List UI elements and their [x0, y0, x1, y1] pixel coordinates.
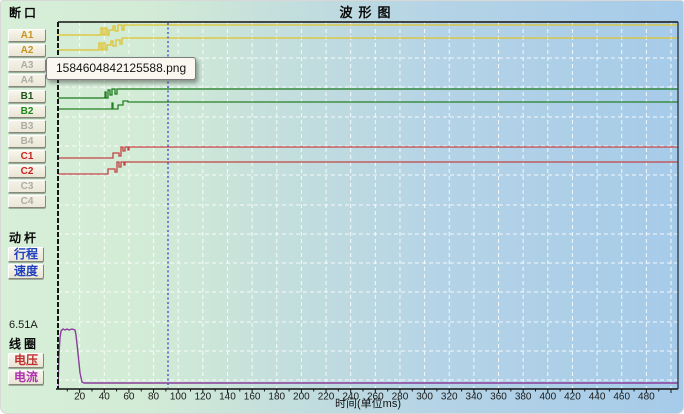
trace-C2 [58, 161, 678, 175]
channel-button-C3[interactable]: C3 [8, 180, 46, 193]
trace-A1 [58, 24, 678, 36]
coil-peak-current-value: 6.51A [9, 319, 38, 331]
tick-label-420: 420 [564, 392, 581, 403]
waveform-traces [58, 24, 678, 389]
tick-label-260: 260 [367, 392, 384, 403]
x-axis-label: 时间(单位ms) [335, 398, 401, 410]
tick-label-380: 380 [515, 392, 532, 403]
tick-label-20: 20 [74, 392, 86, 403]
tick-label-340: 340 [466, 392, 483, 403]
channel-button-B3[interactable]: B3 [8, 120, 46, 133]
tick-label-180: 180 [268, 392, 285, 403]
channel-button-A1[interactable]: A1 [8, 29, 46, 42]
coil-button-current[interactable]: 电流 [8, 370, 44, 385]
channel-button-A3[interactable]: A3 [8, 59, 46, 72]
tick-label-140: 140 [219, 392, 236, 403]
x-axis-ticks [66, 389, 672, 393]
trace-B2 [58, 100, 678, 110]
tick-label-160: 160 [244, 392, 261, 403]
trace-A2 [58, 37, 678, 51]
rod-section-label: 动杆 [9, 231, 40, 245]
tick-label-400: 400 [539, 392, 556, 403]
channel-button-C2[interactable]: C2 [8, 165, 46, 178]
channel-button-B4[interactable]: B4 [8, 135, 46, 148]
x-axis-tick-labels: 20 40 60 80 100 120 140 160 180 200 220 240 260 280 30… [74, 392, 655, 403]
tick-label-240: 240 [342, 392, 359, 403]
tick-label-60: 60 [123, 392, 135, 403]
tick-label-120: 120 [194, 392, 211, 403]
trace-coil-current [58, 328, 678, 389]
trace-C1 [58, 146, 678, 159]
grid-lines [58, 22, 678, 389]
tick-label-300: 300 [416, 392, 433, 403]
channel-button-B1[interactable]: B1 [8, 90, 46, 103]
channel-button-C1[interactable]: C1 [8, 150, 46, 163]
rod-button-travel[interactable]: 行程 [8, 247, 44, 262]
channel-button-A2[interactable]: A2 [8, 44, 46, 57]
channel-button-C4[interactable]: C4 [8, 195, 46, 208]
channel-button-A4[interactable]: A4 [8, 74, 46, 87]
tick-label-280: 280 [392, 392, 409, 403]
tick-label-40: 40 [99, 392, 111, 403]
tick-label-220: 220 [318, 392, 335, 403]
tick-label-360: 360 [490, 392, 507, 403]
coil-button-voltage[interactable]: 电压 [8, 353, 44, 368]
tick-label-200: 200 [293, 392, 310, 403]
breaker-section-label: 断口 [9, 6, 40, 20]
tick-label-100: 100 [170, 392, 187, 403]
page-title: 波形图 [339, 5, 397, 20]
rod-button-speed[interactable]: 速度 [8, 264, 44, 279]
tick-label-460: 460 [613, 392, 630, 403]
tick-label-320: 320 [441, 392, 458, 403]
filename-tooltip: 1584604842125588.png [46, 57, 197, 80]
tick-label-440: 440 [589, 392, 606, 403]
channel-button-B2[interactable]: B2 [8, 105, 46, 118]
coil-section-label: 线圈 [9, 337, 40, 351]
tick-label-480: 480 [638, 392, 655, 403]
tick-label-80: 80 [148, 392, 160, 403]
trace-B1 [58, 88, 678, 99]
